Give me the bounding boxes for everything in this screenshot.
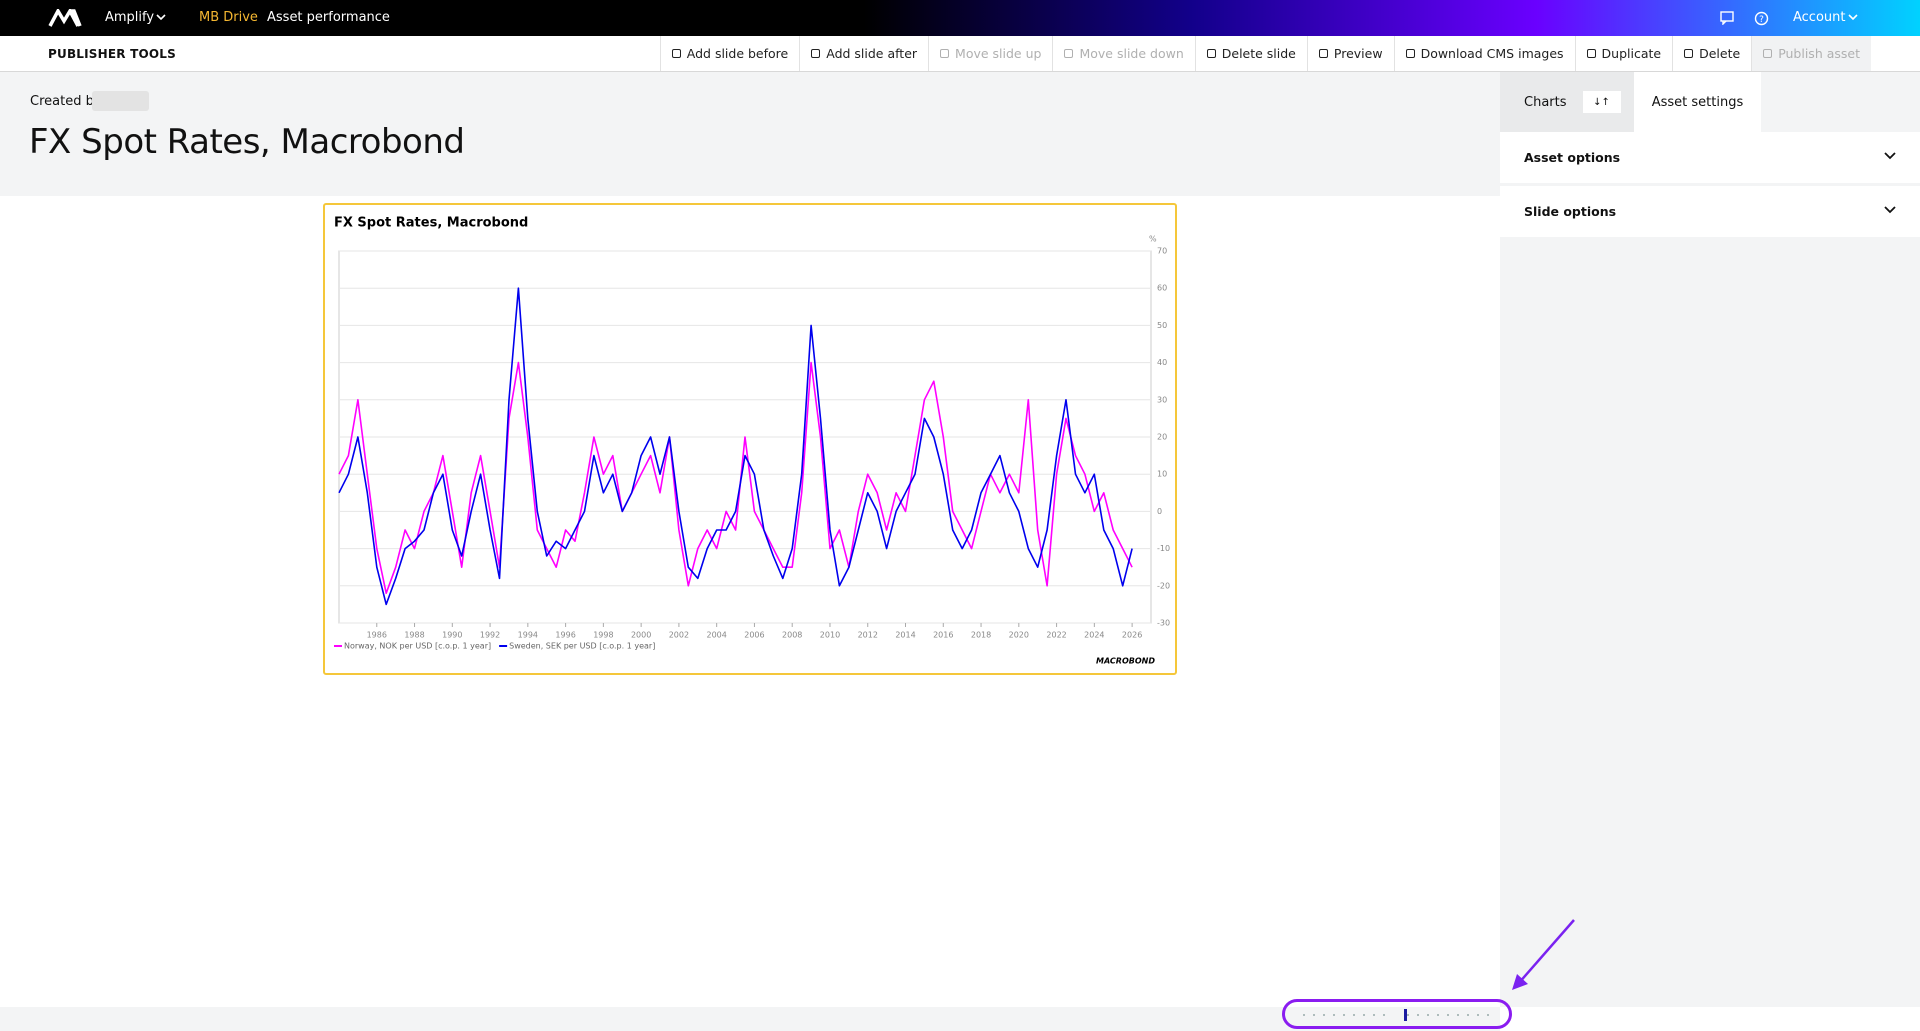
- toolbar-button: Move slide down: [1052, 36, 1194, 71]
- top-nav: Amplify MB Drive Asset performance ? Acc…: [0, 0, 1920, 36]
- accordion[interactable]: Asset options: [1500, 132, 1920, 186]
- x-tick-label: 1988: [404, 631, 424, 640]
- sort-icon[interactable]: ↓↑: [1582, 91, 1621, 113]
- y-unit: %: [1149, 235, 1157, 244]
- help-icon[interactable]: ?: [1754, 11, 1769, 26]
- y-tick-label: 50: [1157, 321, 1167, 330]
- chart-card[interactable]: FX Spot Rates, Macrobond % MACROBOND -30…: [323, 203, 1177, 675]
- y-tick-label: -20: [1157, 581, 1170, 590]
- x-tick-label: 2014: [895, 631, 915, 640]
- sidebar: Charts ↓↑ Asset settings Asset options S…: [1500, 72, 1920, 1007]
- brand-menu[interactable]: Amplify: [105, 10, 155, 25]
- y-tick-label: 20: [1157, 433, 1167, 442]
- tab[interactable]: Charts ↓↑: [1500, 72, 1634, 132]
- created-by: Created by: [30, 94, 102, 109]
- x-tick-label: 1986: [367, 631, 387, 640]
- x-tick-label: 2006: [744, 631, 764, 640]
- toolbar-button: Publish asset: [1751, 36, 1871, 71]
- x-tick-label: 2012: [858, 631, 878, 640]
- y-tick-label: -30: [1157, 619, 1170, 628]
- x-tick-label: 2002: [669, 631, 689, 640]
- button-label: Publish asset: [1778, 46, 1860, 61]
- svg-text:?: ?: [1759, 15, 1764, 25]
- toolbar-title: PUBLISHER TOOLS: [48, 47, 176, 61]
- button-label: Delete: [1699, 46, 1741, 61]
- toolbar-button[interactable]: Add slide after: [799, 36, 928, 71]
- button-label: Download CMS images: [1420, 46, 1564, 61]
- account-menu[interactable]: Account: [1793, 10, 1846, 25]
- toolbar-buttons: Add slide before Add slide after Move sl…: [659, 36, 1871, 71]
- button-label: Add slide after: [826, 46, 918, 61]
- section-label: Slide options: [1524, 204, 1617, 219]
- button-label: Move slide up: [955, 46, 1042, 61]
- y-tick-label: -10: [1157, 544, 1170, 553]
- asset-header: Created by FX Spot Rates, Macrobond: [0, 72, 1500, 196]
- x-tick-label: 1990: [442, 631, 462, 640]
- asset-title: FX Spot Rates, Macrobond: [29, 122, 465, 162]
- chart: FX Spot Rates, Macrobond % MACROBOND -30…: [334, 216, 1170, 666]
- toolbar-button[interactable]: Delete: [1672, 36, 1751, 71]
- y-tick-label: 40: [1157, 358, 1167, 367]
- button-label: Delete slide: [1221, 46, 1296, 61]
- x-tick-label: 1992: [480, 631, 500, 640]
- toolbar-button[interactable]: Preview: [1306, 36, 1394, 71]
- tab-label: Charts: [1524, 94, 1567, 110]
- nav-link[interactable]: Asset performance: [267, 10, 390, 25]
- slide-strip: [0, 1007, 1500, 1031]
- y-tick-label: 10: [1157, 470, 1167, 479]
- toolbar-button[interactable]: Add slide before: [659, 36, 799, 71]
- toolbar-button[interactable]: Duplicate: [1574, 36, 1673, 71]
- y-tick-label: 30: [1157, 395, 1167, 404]
- x-tick-label: 2018: [971, 631, 991, 640]
- toolbar: PUBLISHER TOOLS Add slide before Add sli…: [0, 36, 1920, 72]
- tab[interactable]: Asset settings: [1634, 72, 1761, 132]
- annotation-arrow: [1512, 919, 1575, 990]
- feedback-icon[interactable]: [1720, 11, 1734, 25]
- y-tick-label: 60: [1157, 284, 1167, 293]
- legend-label: Sweden, SEK per USD [c.o.p. 1 year]: [509, 642, 655, 651]
- toolbar-button[interactable]: Download CMS images: [1393, 36, 1575, 71]
- highlight-oval: [1282, 999, 1512, 1029]
- button-label: Duplicate: [1601, 46, 1662, 61]
- nav-link[interactable]: MB Drive: [199, 10, 258, 25]
- x-tick-label: 2016: [933, 631, 953, 640]
- button-label: Move slide down: [1079, 46, 1184, 61]
- x-tick-label: 2004: [706, 631, 726, 640]
- source-logo: MACROBOND: [1096, 657, 1155, 666]
- x-tick-label: 2022: [1046, 631, 1066, 640]
- section-label: Asset options: [1524, 150, 1621, 165]
- button-label: Preview: [1333, 46, 1383, 61]
- x-tick-label: 2020: [1009, 631, 1029, 640]
- x-tick-label: 1996: [555, 631, 575, 640]
- slide-dots[interactable]: [1290, 1009, 1504, 1021]
- series-line: [338, 361, 1133, 594]
- toolbar-button: Move slide up: [928, 36, 1052, 71]
- x-tick-label: 2008: [782, 631, 802, 640]
- chart-title: FX Spot Rates, Macrobond: [334, 216, 528, 231]
- logo[interactable]: [48, 9, 82, 27]
- x-tick-label: 2000: [631, 631, 651, 640]
- y-tick-label: 0: [1157, 507, 1162, 516]
- x-tick-label: 1994: [518, 631, 538, 640]
- button-label: Add slide before: [686, 46, 789, 61]
- tab-label: Asset settings: [1651, 94, 1744, 110]
- x-tick-label: 2026: [1122, 631, 1142, 640]
- x-tick-label: 1998: [593, 631, 613, 640]
- x-tick-label: 2010: [820, 631, 840, 640]
- toolbar-button[interactable]: Delete slide: [1194, 36, 1307, 71]
- x-tick-label: 2024: [1084, 631, 1104, 640]
- chevron: [1848, 14, 1858, 21]
- series-line: [338, 287, 1133, 606]
- legend-label: Norway, NOK per USD [c.o.p. 1 year]: [344, 642, 491, 651]
- accordion[interactable]: Slide options: [1500, 186, 1920, 240]
- redacted-name: [92, 91, 149, 111]
- chevron: [156, 14, 166, 21]
- y-tick-label: 70: [1157, 247, 1167, 256]
